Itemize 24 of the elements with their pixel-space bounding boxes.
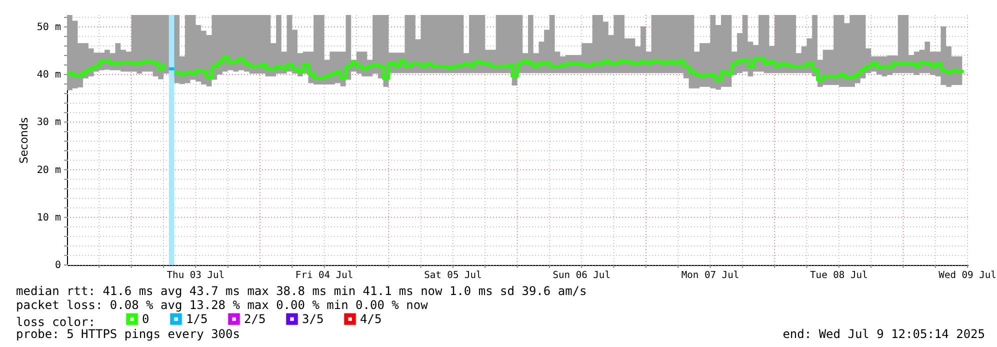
y-tick-label: 40 m: [36, 70, 61, 81]
x-tick-label: Tue 08 Jul: [810, 270, 868, 281]
text: end: Wed Jul 9 12:05:14 2025: [782, 327, 985, 341]
y-tick-label: 10 m: [36, 212, 61, 224]
x-tick-label: Sat 05 Jul: [424, 270, 482, 281]
legend-label: 2/5: [244, 312, 266, 326]
x-tick-label: Mon 07 Jul: [681, 270, 740, 281]
y-tick-label: 0: [54, 260, 61, 271]
legend-label: 0: [142, 312, 150, 326]
legend-label: 3/5: [302, 312, 324, 326]
x-tick-label: Wed 09 Jul: [938, 270, 996, 281]
text: probe: 5 HTTPS pings every 300s: [16, 327, 240, 341]
legend-label: 1/5: [186, 312, 208, 326]
text: packet loss: 0.08 % avg 13.28 % max 0.00 % min 0.00 % now: [16, 298, 429, 312]
y-tick-label: 30 m: [36, 117, 61, 128]
y-axis-title: Seconds: [18, 117, 30, 164]
y-tick-label: 20 m: [36, 164, 61, 176]
x-tick-label: Fri 04 Jul: [295, 270, 354, 281]
y-tick-label: 50 m: [36, 22, 61, 33]
legend-label: 4/5: [360, 312, 382, 326]
x-tick-label: Thu 03 Jul: [166, 270, 225, 281]
x-tick-label: Sun 06 Jul: [552, 270, 610, 281]
text: median rtt: 41.6 ms avg 43.7 ms max 38.8 ms min 41.1 ms now 1.0 ms sd 39.6 am/s: [16, 284, 587, 298]
legend-title: loss color:: [16, 315, 96, 329]
